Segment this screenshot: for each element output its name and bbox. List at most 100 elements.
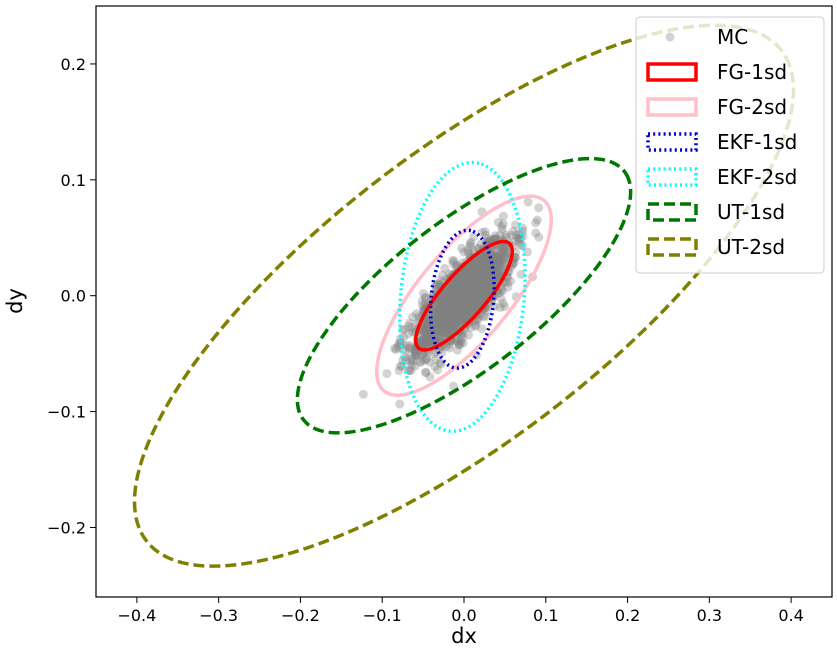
mc-point bbox=[464, 297, 474, 307]
mc-point bbox=[462, 292, 472, 302]
mc-point bbox=[430, 303, 440, 313]
mc-point bbox=[470, 294, 480, 304]
mc-point bbox=[421, 367, 431, 377]
mc-point bbox=[477, 277, 487, 287]
mc-point bbox=[454, 273, 464, 283]
mc-point bbox=[465, 289, 475, 299]
mc-point bbox=[430, 319, 440, 329]
mc-point bbox=[434, 325, 444, 335]
mc-point bbox=[456, 316, 466, 326]
mc-point bbox=[422, 338, 432, 348]
mc-point bbox=[476, 270, 486, 280]
mc-point bbox=[436, 319, 446, 329]
mc-point bbox=[453, 293, 463, 303]
mc-point bbox=[452, 315, 462, 325]
mc-point bbox=[468, 284, 478, 294]
mc-point bbox=[495, 230, 505, 240]
mc-point bbox=[453, 278, 463, 288]
mc-point bbox=[483, 281, 493, 291]
mc-point bbox=[404, 343, 414, 353]
mc-point bbox=[410, 351, 420, 361]
mc-point bbox=[434, 303, 444, 313]
mc-point bbox=[460, 272, 470, 282]
mc-point bbox=[448, 299, 458, 309]
mc-point bbox=[461, 299, 471, 309]
mc-point bbox=[445, 292, 455, 302]
mc-point bbox=[458, 286, 468, 296]
mc-point bbox=[481, 267, 491, 277]
mc-point bbox=[470, 271, 480, 281]
mc-point bbox=[453, 336, 463, 346]
mc-point bbox=[421, 326, 431, 336]
mc-point bbox=[483, 261, 493, 271]
mc-point bbox=[418, 325, 428, 335]
mc-point bbox=[446, 317, 456, 327]
mc-point bbox=[449, 295, 459, 305]
mc-point bbox=[491, 252, 501, 262]
mc-point bbox=[453, 309, 463, 319]
mc-point bbox=[479, 256, 489, 266]
mc-point bbox=[454, 272, 464, 282]
mc-point bbox=[444, 313, 454, 323]
mc-point bbox=[462, 282, 472, 292]
mc-point bbox=[476, 285, 486, 295]
mc-point bbox=[449, 299, 459, 309]
mc-point bbox=[452, 295, 462, 305]
mc-point bbox=[479, 272, 489, 282]
mc-point bbox=[435, 358, 445, 368]
mc-point bbox=[462, 303, 472, 313]
mc-point bbox=[459, 289, 469, 299]
mc-point bbox=[447, 285, 457, 295]
mc-point bbox=[447, 282, 457, 292]
mc-point bbox=[462, 276, 472, 286]
mc-point bbox=[451, 290, 461, 300]
mc-point bbox=[420, 319, 430, 329]
mc-point bbox=[477, 295, 487, 305]
mc-point bbox=[459, 247, 469, 257]
mc-point bbox=[438, 300, 448, 310]
mc-point bbox=[440, 309, 450, 319]
mc-point bbox=[431, 318, 441, 328]
mc-point bbox=[465, 293, 475, 303]
mc-point bbox=[434, 306, 444, 316]
mc-point bbox=[400, 352, 410, 362]
mc-point bbox=[460, 302, 470, 312]
mc-point bbox=[430, 308, 440, 318]
mc-point bbox=[453, 284, 463, 294]
mc-point bbox=[467, 274, 477, 284]
mc-point bbox=[455, 297, 465, 307]
mc-point bbox=[432, 365, 442, 375]
mc-point bbox=[456, 299, 466, 309]
mc-point bbox=[464, 275, 474, 285]
mc-point bbox=[410, 348, 420, 358]
mc-point bbox=[407, 354, 417, 364]
mc-point bbox=[498, 211, 508, 221]
mc-point bbox=[449, 297, 459, 307]
mc-point bbox=[433, 312, 443, 322]
mc-point bbox=[446, 287, 456, 297]
mc-point bbox=[437, 327, 447, 337]
mc-point bbox=[431, 347, 441, 357]
mc-point bbox=[484, 257, 494, 267]
mc-point bbox=[476, 269, 486, 279]
mc-point bbox=[459, 297, 469, 307]
mc-point bbox=[475, 278, 485, 288]
mc-point bbox=[443, 303, 453, 313]
mc-point bbox=[447, 306, 457, 316]
mc-point bbox=[443, 292, 453, 302]
mc-point bbox=[480, 260, 490, 270]
mc-point bbox=[433, 307, 443, 317]
mc-point bbox=[441, 326, 451, 336]
mc-point bbox=[516, 269, 526, 279]
mc-point bbox=[464, 281, 474, 291]
mc-point bbox=[476, 239, 486, 249]
mc-point bbox=[456, 305, 466, 315]
mc-point bbox=[444, 307, 454, 317]
mc-point bbox=[477, 227, 487, 237]
mc-point bbox=[455, 279, 465, 289]
mc-point bbox=[456, 274, 466, 284]
mc-point bbox=[457, 297, 467, 307]
mc-point bbox=[497, 242, 507, 252]
mc-point bbox=[460, 279, 470, 289]
mc-point bbox=[461, 288, 471, 298]
